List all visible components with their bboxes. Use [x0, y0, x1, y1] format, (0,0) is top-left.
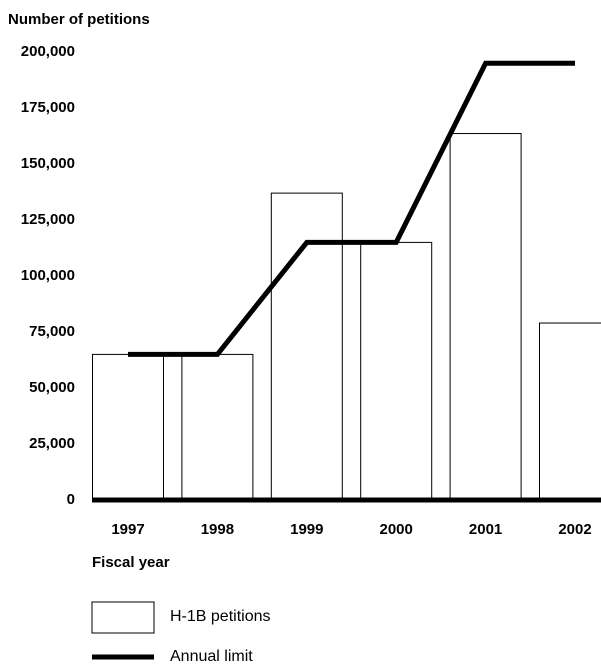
- bar: [360, 241, 433, 501]
- x-tick-label: 2001: [469, 521, 502, 538]
- y-axis-title: Number of petitions: [8, 11, 150, 28]
- bar: [92, 353, 164, 501]
- x-tick-label: 1999: [290, 521, 323, 538]
- x-tick-label: 1998: [201, 521, 234, 538]
- bar: [539, 322, 601, 501]
- bar: [270, 192, 343, 501]
- y-tick-label: 150,000: [21, 155, 75, 172]
- bar: [449, 133, 522, 501]
- y-tick-label: 200,000: [21, 43, 75, 60]
- y-tick-label: 25,000: [29, 435, 75, 452]
- y-tick-label: 100,000: [21, 267, 75, 284]
- legend-label: Annual limit: [170, 648, 253, 665]
- y-tick-label: 50,000: [29, 379, 75, 396]
- x-axis-title: Fiscal year: [92, 554, 170, 571]
- legend-label: H-1B petitions: [170, 608, 271, 625]
- x-tick-label: 2002: [558, 521, 591, 538]
- y-tick-label: 175,000: [21, 99, 75, 116]
- bar: [181, 353, 254, 501]
- y-tick-label: 0: [67, 491, 75, 508]
- limit-line: [128, 60, 575, 357]
- x-tick-label: 2000: [380, 521, 413, 538]
- x-tick-label: 1997: [111, 521, 144, 538]
- y-tick-label: 75,000: [29, 323, 75, 340]
- legend-swatch: [91, 601, 155, 634]
- y-tick-label: 125,000: [21, 211, 75, 228]
